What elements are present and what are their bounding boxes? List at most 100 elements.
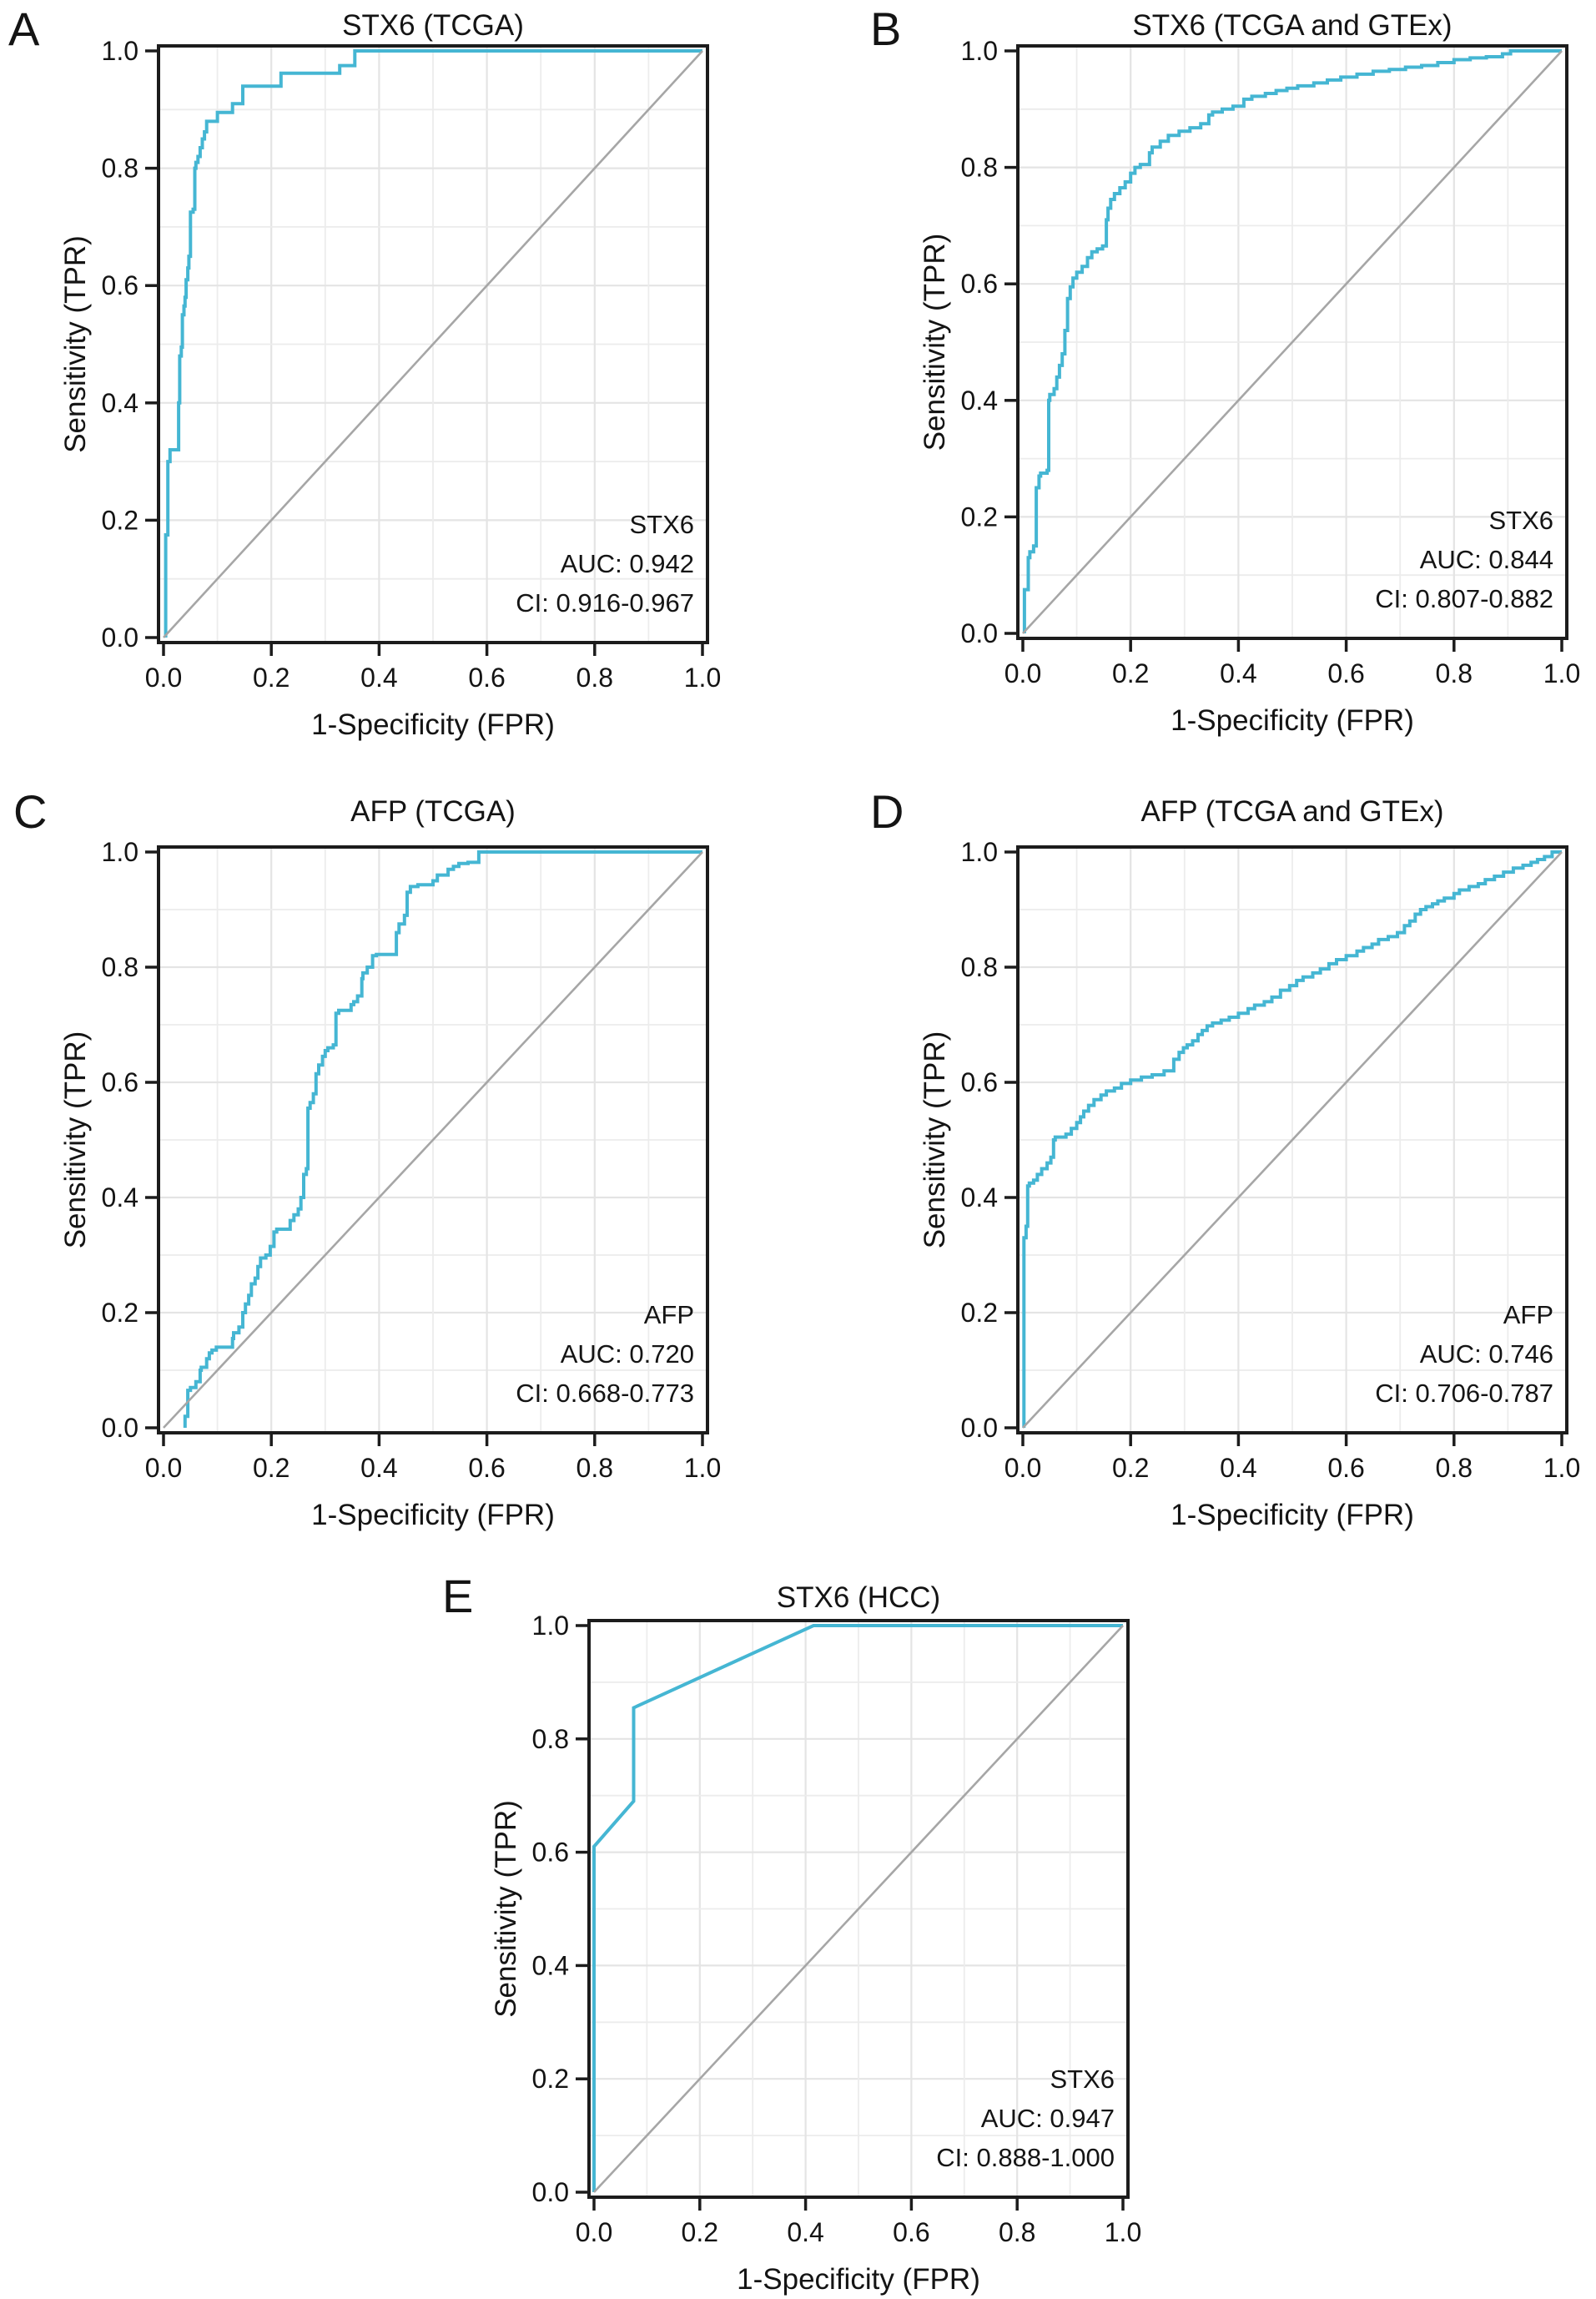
- reference-line: [593, 1625, 1124, 2193]
- x-tick-label: 0.6: [468, 1453, 505, 1483]
- panel-D: 0.00.0 0.2 0.2 0.4 0.4 0.6 0.6 0.8 0.8 1.0 1.0 D AFP…: [870, 785, 1580, 1531]
- annotation-ci: CI: 0.668-0.773: [516, 1379, 694, 1408]
- y-tick-label: 0.4: [961, 1182, 998, 1213]
- roc-curve: [164, 49, 702, 638]
- y-tick-label: 0.6: [961, 269, 998, 299]
- y-tick-label: 0.4: [961, 386, 998, 416]
- annotation-gene: STX6: [629, 510, 694, 539]
- roc-curve: [1022, 850, 1562, 1428]
- annotation-auc: AUC: 0.720: [561, 1339, 694, 1369]
- panel-B: 0.00.0 0.2 0.2 0.4 0.4 0.6 0.6 0.8 0.8 1.0 1.0 B STX…: [870, 3, 1580, 737]
- x-tick-label: 0.6: [1327, 658, 1364, 688]
- x-tick-label: 1.0: [1543, 658, 1580, 688]
- y-tick-label: 0.2: [102, 505, 138, 535]
- plot-area: [157, 845, 709, 1434]
- y-tick-label: 0.6: [961, 1067, 998, 1097]
- x-tick-label: 0.4: [1220, 1453, 1256, 1483]
- plot-title: STX6 (TCGA and GTEx): [1132, 9, 1452, 42]
- y-tick-label: 0.8: [961, 153, 998, 183]
- x-tick-label: 0.8: [576, 1453, 613, 1483]
- panel-letter: E: [442, 1570, 473, 1622]
- x-tick-label: 0.4: [360, 663, 397, 693]
- x-tick-label: 0.4: [1220, 658, 1256, 688]
- y-axis-label: Sensitivity (TPR): [59, 1031, 92, 1249]
- axis-ticks: [145, 49, 704, 656]
- axis-ticks: [145, 850, 704, 1446]
- y-tick-label: 0.6: [102, 1067, 138, 1097]
- plot-title: STX6 (HCC): [777, 1581, 940, 1614]
- annotation-auc: AUC: 0.942: [561, 549, 694, 578]
- roc-curve: [1022, 49, 1562, 633]
- x-tick-label: 0.2: [1112, 658, 1149, 688]
- annotation-gene: STX6: [1050, 2065, 1115, 2094]
- y-axis-label: Sensitivity (TPR): [919, 234, 951, 451]
- x-tick-label: 0.2: [1112, 1453, 1149, 1483]
- x-tick-label: 0.4: [787, 2217, 823, 2247]
- x-axis-label: 1-Specificity (FPR): [1171, 1499, 1414, 1531]
- plot-title: AFP (TCGA): [350, 795, 516, 828]
- panel-E: 0.00.0 0.2 0.2 0.4 0.4 0.6 0.6 0.8 0.8 1.0 1.0 E STX…: [442, 1570, 1141, 2296]
- panel-letter: D: [870, 785, 904, 838]
- x-axis-label: 1-Specificity (FPR): [311, 708, 555, 741]
- annotation-gene: AFP: [1503, 1300, 1553, 1329]
- x-tick-label: 0.0: [576, 2217, 612, 2247]
- plot-title: AFP (TCGA and GTEx): [1140, 795, 1443, 828]
- x-tick-label: 0.0: [1004, 1453, 1041, 1483]
- x-tick-label: 0.2: [253, 663, 289, 693]
- annotation-ci: CI: 0.888-1.000: [936, 2143, 1115, 2172]
- roc-curve: [592, 1624, 1123, 2192]
- plot-area: [157, 44, 709, 644]
- annotation-auc: AUC: 0.844: [1420, 545, 1553, 574]
- x-tick-label: 1.0: [684, 663, 721, 693]
- reference-line: [1022, 851, 1563, 1429]
- reference-line: [163, 50, 703, 638]
- x-tick-label: 0.0: [145, 663, 182, 693]
- y-tick-label: 0.0: [102, 1413, 138, 1443]
- y-tick-label: 1.0: [961, 837, 998, 867]
- y-tick-label: 0.4: [102, 1182, 138, 1213]
- y-tick-label: 0.8: [102, 952, 138, 982]
- x-tick-label: 0.8: [1436, 1453, 1473, 1483]
- axis-ticks: [1004, 850, 1563, 1446]
- x-axis-label: 1-Specificity (FPR): [311, 1499, 555, 1531]
- y-tick-label: 0.4: [102, 388, 138, 418]
- panel-A: 0.00.0 0.2 0.2 0.4 0.4 0.6 0.6 0.8 0.8 1.0 1.0 A STX…: [8, 3, 721, 741]
- annotation-ci: CI: 0.916-0.967: [516, 588, 694, 618]
- x-tick-label: 1.0: [1543, 1453, 1580, 1483]
- y-tick-label: 0.0: [102, 623, 138, 653]
- grid: [159, 847, 707, 1433]
- y-tick-label: 1.0: [102, 837, 138, 867]
- axis-ticks: [576, 1624, 1125, 2211]
- x-tick-label: 1.0: [1105, 2217, 1141, 2247]
- roc-curve: [183, 850, 702, 1428]
- panel-letter: A: [8, 3, 40, 55]
- grid: [1018, 847, 1567, 1433]
- panel-C: 0.00.0 0.2 0.2 0.4 0.4 0.6 0.6 0.8 0.8 1.0 1.0 C AFP…: [13, 785, 721, 1531]
- annotation-gene: AFP: [644, 1300, 694, 1329]
- x-tick-label: 0.0: [1004, 658, 1041, 688]
- y-tick-label: 0.2: [961, 1298, 998, 1328]
- x-tick-label: 0.6: [468, 663, 505, 693]
- x-tick-label: 0.8: [576, 663, 613, 693]
- x-axis-label: 1-Specificity (FPR): [737, 2263, 980, 2296]
- y-tick-label: 1.0: [532, 1611, 569, 1641]
- x-tick-label: 0.6: [1327, 1453, 1364, 1483]
- y-tick-label: 0.0: [961, 618, 998, 648]
- x-tick-label: 0.0: [145, 1453, 182, 1483]
- grid: [159, 46, 707, 643]
- x-tick-label: 0.2: [682, 2217, 718, 2247]
- y-tick-label: 0.8: [102, 154, 138, 184]
- y-tick-label: 0.6: [532, 1838, 569, 1868]
- x-tick-label: 0.2: [253, 1453, 289, 1483]
- panel-letter: B: [870, 3, 901, 55]
- annotation-ci: CI: 0.807-0.882: [1375, 584, 1553, 613]
- reference-line: [1022, 50, 1563, 634]
- y-tick-label: 0.0: [961, 1413, 998, 1443]
- y-axis-label: Sensitivity (TPR): [59, 235, 92, 453]
- annotation-auc: AUC: 0.746: [1420, 1339, 1553, 1369]
- reference-line: [163, 851, 703, 1429]
- plot-area: [1016, 845, 1568, 1434]
- y-tick-label: 1.0: [961, 36, 998, 66]
- y-tick-label: 0.8: [532, 1724, 569, 1754]
